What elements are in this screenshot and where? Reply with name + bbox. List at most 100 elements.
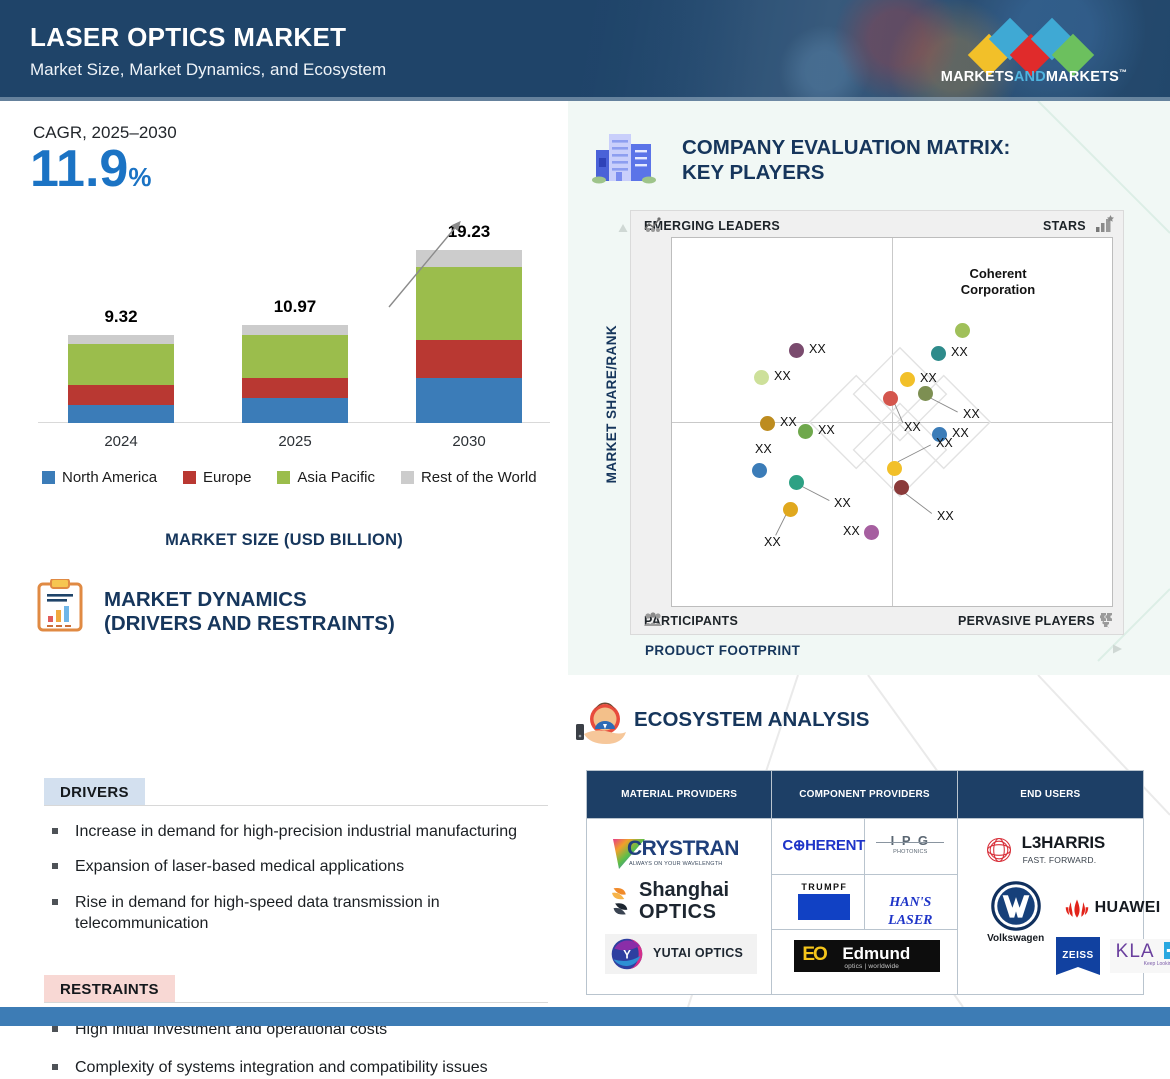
matrix-point-label: XX bbox=[780, 415, 797, 429]
cagr-percent-sign: % bbox=[128, 162, 152, 192]
logo-yutai-text: YUTAI OPTICS bbox=[653, 946, 744, 960]
matrix-data-point[interactable] bbox=[751, 462, 767, 478]
column-header-end-users: END USERS bbox=[957, 771, 1143, 819]
logo-coherent-text: C⊕HERENT bbox=[782, 837, 865, 854]
matrix-data-point[interactable] bbox=[886, 460, 902, 476]
header-gradient-overlay bbox=[0, 0, 760, 101]
matrix-point-label: XX bbox=[755, 442, 772, 456]
matrix-point-label: XX bbox=[818, 423, 835, 437]
market-dynamics-title: MARKET DYNAMICS (DRIVERS AND RESTRAINTS) bbox=[104, 588, 395, 636]
matrix-data-point[interactable] bbox=[797, 423, 813, 439]
matrix-data-point[interactable] bbox=[930, 345, 946, 361]
bar-segment-rest-of-the-world bbox=[68, 334, 174, 344]
logo-text-markets-2: MARKETS bbox=[1045, 68, 1119, 85]
company-evaluation-title: COMPANY EVALUATION MATRIX: KEY PLAYERS bbox=[682, 136, 1010, 185]
matrix-data-point[interactable] bbox=[753, 369, 769, 385]
emerging-leaders-icon bbox=[644, 217, 661, 232]
matrix-data-point[interactable] bbox=[782, 501, 798, 517]
list-item: Rise in demand for high-speed data trans… bbox=[50, 892, 552, 935]
restraints-divider bbox=[44, 1002, 548, 1003]
restraints-list: High initial investment and operational … bbox=[50, 1019, 552, 1079]
matrix-data-point[interactable] bbox=[759, 415, 775, 431]
office-building-icon bbox=[592, 134, 656, 184]
matrix-point-label: XX bbox=[963, 407, 980, 421]
logo-volkswagen: Volkswagen bbox=[980, 881, 1052, 944]
matrix-data-point[interactable] bbox=[931, 426, 947, 442]
end-users-body: L3HARRIS FAST. FORWARD. Volkswagen bbox=[958, 819, 1170, 994]
logo-trumpf-text: TRUMPF bbox=[801, 882, 848, 892]
logo-hans-laser: HAN'S LASER bbox=[868, 893, 952, 929]
page-title: LASER OPTICS MARKET bbox=[30, 22, 347, 52]
clipboard-chart-icon bbox=[37, 579, 83, 632]
bar-xlabel-2025: 2025 bbox=[278, 433, 312, 450]
matrix-point-label: XX bbox=[764, 535, 781, 549]
x-axis-arrow-icon bbox=[1113, 644, 1122, 654]
drivers-tag: DRIVERS bbox=[44, 778, 145, 806]
logo-text-markets-1: MARKETS bbox=[940, 68, 1014, 85]
quadrant-label-pervasive-players: PERVASIVE PLAYERS bbox=[958, 614, 1095, 628]
matrix-highlight-label: Coherent Corporation bbox=[948, 266, 1048, 297]
logo-kla: KLA Keep Looking Ahead bbox=[1109, 939, 1170, 973]
ecosystem-column-component-providers: COMPONENT PROVIDERS C⊕HERENT I P G PHOTO… bbox=[772, 771, 958, 994]
logo-ipg-text: I P G bbox=[890, 833, 931, 848]
cagr-label: CAGR, 2025–2030 bbox=[33, 123, 177, 142]
matrix-data-point[interactable] bbox=[882, 390, 898, 406]
matrix-point-label: XX bbox=[951, 345, 968, 359]
matrix-point-label: XX bbox=[920, 371, 937, 385]
evaluation-matrix[interactable]: XX XX XX XX XX XX XX XX XX XX XX XX XX XX XX bbox=[630, 210, 1124, 635]
matrix-data-point[interactable] bbox=[788, 474, 804, 490]
logo-edmund-mark: EO bbox=[802, 944, 827, 965]
legend-swatch-europe bbox=[183, 471, 197, 484]
stars-icon bbox=[1096, 215, 1114, 232]
legend-swatch-asia-pacific bbox=[277, 471, 291, 484]
chart-legend: North America Europe Asia Pacific Rest o… bbox=[42, 469, 562, 486]
matrix-x-axis-label: PRODUCT FOOTPRINT bbox=[645, 643, 801, 658]
logo-ipg-subtext: PHOTONICS bbox=[893, 849, 928, 855]
matrix-data-point[interactable] bbox=[893, 479, 909, 495]
matrix-data-point[interactable] bbox=[954, 322, 970, 338]
legend-label-north-america: North America bbox=[62, 469, 158, 486]
market-dynamics-title-line2: (DRIVERS AND RESTRAINTS) bbox=[104, 612, 395, 636]
logo-yutai-optics: Y YUTAI OPTICS bbox=[605, 934, 757, 974]
bar-segment-north-america bbox=[416, 378, 522, 423]
logo-kla-subtext: Keep Looking Ahead bbox=[1143, 961, 1170, 967]
matrix-plot-area[interactable]: XX XX XX XX XX XX XX XX XX XX XX XX XX XX XX bbox=[671, 237, 1113, 607]
logo-shanghai-text: Shanghai bbox=[639, 879, 730, 901]
matrix-point-label: XX bbox=[774, 369, 791, 383]
logo-zeiss: ZEISS bbox=[1055, 937, 1100, 975]
ecosystem-person-hand-icon bbox=[576, 702, 626, 744]
bar-segment-north-america bbox=[68, 404, 174, 423]
bar-group-2025: 10.97 2025 bbox=[242, 297, 348, 450]
logo-ipg-photonics: I P G PHOTONICS bbox=[870, 833, 950, 855]
bar-xlabel-2024: 2024 bbox=[104, 433, 138, 450]
matrix-data-point[interactable] bbox=[917, 385, 933, 401]
bar-segment-europe bbox=[68, 384, 174, 405]
matrix-point-label: XX bbox=[952, 426, 969, 440]
company-evaluation-title-line1: COMPANY EVALUATION MATRIX: bbox=[682, 136, 1011, 159]
market-size-caption: MARKET SIZE (USD BILLION) bbox=[165, 531, 403, 549]
matrix-data-point[interactable] bbox=[899, 371, 915, 387]
matrix-point-label: XX bbox=[937, 509, 954, 523]
matrix-data-point[interactable] bbox=[788, 342, 804, 358]
page-header: LASER OPTICS MARKET Market Size, Market … bbox=[0, 0, 1170, 101]
y-axis-arrow-icon bbox=[618, 224, 628, 232]
header-divider bbox=[0, 97, 1170, 101]
bar-segment-europe bbox=[416, 340, 522, 379]
logo-wordmark: MARKETSANDMARKETS™ bbox=[938, 68, 1130, 85]
bar-segment-asia-pacific bbox=[68, 344, 174, 385]
pervasive-players-puzzle-icon bbox=[1100, 613, 1112, 628]
bar-segment-north-america bbox=[242, 398, 348, 423]
matrix-horizontal-divider bbox=[672, 422, 1112, 423]
bar-total-2030: 19.23 bbox=[447, 221, 491, 241]
logo-text-and: AND bbox=[1013, 68, 1046, 85]
logo-hans-laser-text: HAN'S LASER bbox=[888, 895, 933, 928]
quadrant-label-participants: PARTICIPANTS bbox=[644, 614, 739, 628]
market-dynamics-title-line1: MARKET DYNAMICS bbox=[104, 588, 307, 611]
participants-icon bbox=[644, 612, 662, 626]
legend-label-asia-pacific: Asia Pacific bbox=[297, 469, 375, 486]
logo-l3harris: L3HARRIS FAST. FORWARD. bbox=[984, 833, 1134, 873]
footer-bar bbox=[0, 1007, 1170, 1026]
matrix-data-point[interactable] bbox=[863, 524, 879, 540]
drivers-divider bbox=[44, 805, 548, 806]
column-header-component-providers: COMPONENT PROVIDERS bbox=[772, 771, 957, 819]
